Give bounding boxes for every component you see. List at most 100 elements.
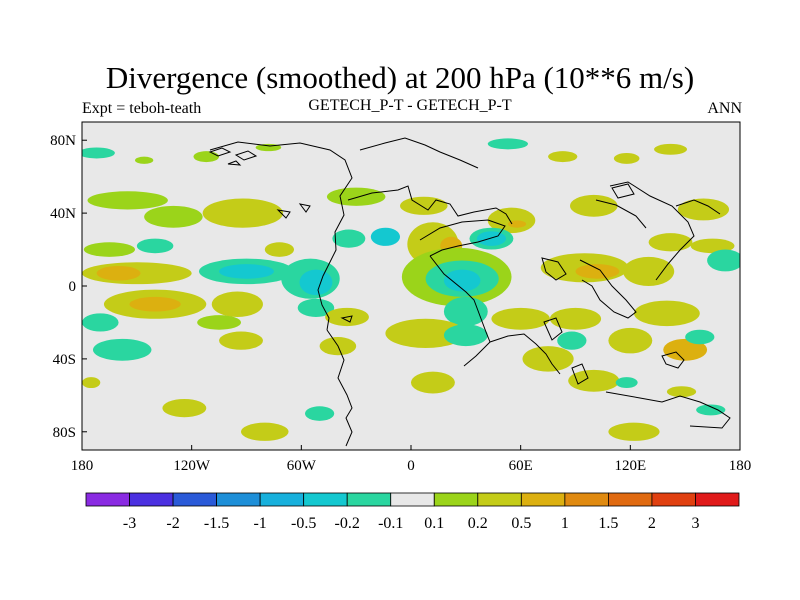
colorbar-label: 0.5 xyxy=(511,515,531,532)
divergence-region xyxy=(633,300,700,327)
colorbar-label: 1.5 xyxy=(598,515,618,532)
divergence-region xyxy=(411,371,455,394)
divergence-region xyxy=(92,338,152,361)
south-america-coast xyxy=(326,329,353,447)
divergence-region xyxy=(491,307,550,330)
x-tick-label: 180 xyxy=(71,458,94,474)
dataset-label: GETECH_P-T - GETECH_P-T xyxy=(308,97,512,114)
divergence-region xyxy=(443,324,488,347)
x-tick-label: 60W xyxy=(287,458,317,474)
coastlines xyxy=(208,137,731,447)
divergence-region xyxy=(129,296,181,312)
colorbar-label: 1 xyxy=(561,515,569,532)
divergence-region xyxy=(570,194,618,217)
caribbean-island xyxy=(340,315,353,323)
colorbar-swatch xyxy=(608,492,653,507)
east-asia-island xyxy=(611,183,635,199)
x-tick-label: 120W xyxy=(173,458,211,474)
divergence-region xyxy=(82,377,101,389)
colorbar-label: -1.5 xyxy=(204,515,229,532)
divergence-region xyxy=(370,227,401,246)
colorbar-swatch xyxy=(564,492,609,507)
divergence-region xyxy=(82,313,119,332)
divergence-region xyxy=(96,265,141,281)
north-america-coast xyxy=(209,141,353,331)
y-tick-label: 40N xyxy=(50,206,76,222)
antarctica-coast xyxy=(605,391,731,429)
y-tick-label: 0 xyxy=(69,279,77,295)
divergence-region xyxy=(144,205,203,228)
pacific-island-2 xyxy=(298,203,311,213)
colorbar-swatch xyxy=(477,492,522,507)
arctic-island-1 xyxy=(208,147,232,157)
divergence-region xyxy=(87,191,168,210)
divergence-region xyxy=(136,238,174,254)
colorbar-swatch xyxy=(695,492,740,507)
colorbar-swatch xyxy=(520,492,566,507)
divergence-region xyxy=(82,147,115,159)
experiment-label: Expt = teboh-teath xyxy=(82,100,202,117)
x-axis-labels: 180 120W 60W 0 60E 120E 180 xyxy=(71,458,752,474)
colorbar-swatch xyxy=(216,492,261,507)
divergence-region xyxy=(219,331,263,350)
divergence-region xyxy=(135,156,154,164)
divergence-region xyxy=(608,422,660,441)
divergence-region xyxy=(400,196,448,215)
colorbar xyxy=(85,492,740,507)
colorbar-label: 2 xyxy=(648,515,656,532)
y-tick-label: 40S xyxy=(53,352,76,368)
divergence-region xyxy=(522,346,574,372)
arctic-island-3 xyxy=(227,160,242,166)
divergence-region xyxy=(476,231,507,246)
divergence-region xyxy=(677,198,730,221)
colorbar-swatch xyxy=(129,492,174,507)
divergence-region xyxy=(648,233,693,252)
divergence-region xyxy=(654,143,687,155)
madagascar-coast xyxy=(571,363,589,385)
east-asia-coast xyxy=(609,181,695,281)
divergence-region xyxy=(615,377,638,389)
colorbar-swatch xyxy=(172,492,217,507)
divergence-region xyxy=(202,198,284,228)
divergence-region xyxy=(613,152,640,164)
divergence-region xyxy=(623,256,675,286)
divergence-region xyxy=(241,422,289,441)
y-tick-label: 80S xyxy=(53,425,76,441)
divergence-region xyxy=(443,296,488,327)
colorbar-swatch xyxy=(346,492,392,507)
colorbar-swatch xyxy=(433,492,479,507)
colorbar-swatch xyxy=(303,492,348,507)
divergence-region xyxy=(264,242,295,257)
antarctica-inlet xyxy=(661,351,685,369)
colorbar-label: 0.2 xyxy=(468,515,488,532)
southeast-asia-coast xyxy=(579,259,637,319)
y-tick-label: 80N xyxy=(50,133,76,149)
divergence-region xyxy=(219,264,274,279)
colorbar-swatch xyxy=(390,492,435,507)
sea-coast-2 xyxy=(541,257,567,281)
divergence-region xyxy=(690,238,735,254)
colorbar-label: -0.1 xyxy=(378,515,403,532)
divergence-region xyxy=(197,315,242,330)
y-axis-labels: 80N 40N 0 40S 80S xyxy=(50,133,76,441)
europe-coast xyxy=(347,185,513,225)
x-tick-label: 60E xyxy=(509,458,533,474)
divergence-region xyxy=(385,318,466,348)
season-label: ANN xyxy=(707,100,742,117)
colorbar-label: -2 xyxy=(166,515,179,532)
divergence-regions xyxy=(82,138,740,441)
eurasia-north-coast xyxy=(359,137,479,169)
colorbar-swatch xyxy=(85,492,130,507)
tethys-coast xyxy=(419,219,506,257)
east-asia-north xyxy=(595,199,647,229)
colorbar-label: -0.2 xyxy=(335,515,360,532)
divergence-region xyxy=(685,329,715,345)
divergence-region xyxy=(696,404,726,416)
arctic-island-2 xyxy=(234,150,258,161)
divergence-region xyxy=(663,338,708,361)
colorbar-label: -1 xyxy=(253,515,266,532)
colorbar-swatch xyxy=(651,492,696,507)
africa-east-coast xyxy=(489,333,561,375)
axis-ticks xyxy=(81,139,741,450)
